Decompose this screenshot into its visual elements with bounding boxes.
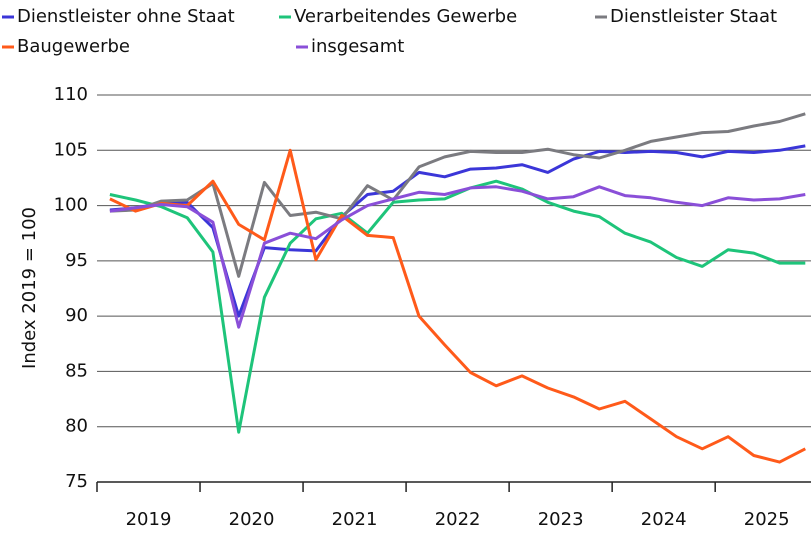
- y-tick-label: 100: [54, 195, 88, 216]
- y-tick-label: 110: [54, 84, 88, 105]
- x-tick-label: 2024: [641, 509, 687, 530]
- series-line: [109, 185, 806, 329]
- x-tick-label: 2025: [744, 509, 790, 530]
- y-tick-label: 90: [65, 305, 88, 326]
- series-line: [109, 179, 806, 434]
- x-tick-label: 2021: [332, 509, 378, 530]
- y-tick-label: 105: [54, 139, 88, 160]
- y-tick-label: 95: [65, 250, 88, 271]
- x-tick-label: 2020: [229, 509, 275, 530]
- series-line: [109, 148, 806, 464]
- y-tick-label: 75: [65, 471, 88, 492]
- y-axis-label: Index 2019 = 100: [19, 207, 40, 369]
- x-tick-label: 2019: [126, 509, 172, 530]
- y-tick-label: 80: [65, 416, 88, 437]
- series-line: [109, 112, 806, 278]
- legend-label: insgesamt: [311, 36, 404, 57]
- legend-label: Dienstleister ohne Staat: [17, 6, 235, 27]
- x-tick-label: 2023: [538, 509, 584, 530]
- legend-label: Dienstleister Staat: [610, 6, 777, 27]
- y-tick-label: 85: [65, 360, 88, 381]
- legend-label: Verarbeitendes Gewerbe: [294, 6, 517, 27]
- x-tick-label: 2022: [435, 509, 481, 530]
- legend-label: Baugewerbe: [17, 36, 130, 57]
